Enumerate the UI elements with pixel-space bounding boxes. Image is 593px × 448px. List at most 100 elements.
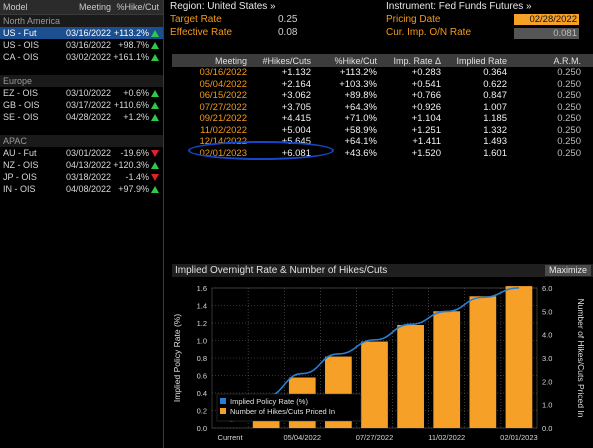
model-hike-value: -19.6% [120,148,149,158]
y-tick-label: 0.6 [197,372,207,381]
model-name: SE - OIS [3,112,39,122]
chart-bar [469,296,497,428]
region-header: North America [0,15,163,27]
th-meeting[interactable]: Meeting [214,55,247,66]
chart-bar [361,341,388,428]
x-tick-label: 02/01/2023 [500,433,538,442]
model-hike-cell: +110.6% [111,99,163,111]
table-row[interactable]: 03/16/2022 +1.132 +113.2% +0.283 0.364 0.250 [172,67,593,79]
model-row[interactable]: NZ - OIS 04/13/2022 +120.3% [0,159,163,171]
table-row[interactable]: 11/02/2022 +5.004 +58.9% +1.251 1.332 0.250 [172,125,593,137]
cell-rate: 0.847 [483,90,507,101]
model-meeting: 03/16/2022 [65,28,111,38]
cell-pct: +58.9% [344,124,378,136]
table-row[interactable]: 05/04/2022 +2.164 +103.3% +0.541 0.622 0.250 [172,79,593,91]
cell-hikes: +3.062 [281,90,311,101]
col-hike-header[interactable]: %Hike/Cut [116,2,159,12]
group-spacer [0,63,163,75]
cell-pct: +113.2% [339,67,377,78]
cell-pct: +71.0% [344,113,378,124]
cell-arm: 0.250 [557,101,581,113]
region-selector[interactable]: Region: United States » [170,1,276,12]
model-hike-cell: +120.3% [111,159,163,171]
pricing-date-input[interactable]: 02/28/2022 [514,14,579,25]
maximize-button[interactable]: Maximize [544,265,591,276]
model-row[interactable]: JP - OIS 03/18/2022 -1.4% [0,171,163,183]
th-hikes[interactable]: #Hikes/Cuts [262,55,311,66]
table-row[interactable]: 06/15/2022 +3.062 +89.8% +0.766 0.847 0.250 [172,90,593,102]
region-header: Europe [0,75,163,87]
y-tick-label: 1.0 [197,337,207,346]
cell-meeting: 09/21/2022 [199,113,247,124]
cell-arm: 0.250 [557,90,581,101]
cell-meeting: 11/02/2022 [200,124,247,136]
cell-rate: 1.601 [483,147,507,159]
model-row[interactable]: IN - OIS 04/08/2022 +97.9% [0,183,163,195]
chart-legend [216,393,362,422]
model-hike-value: +1.2% [123,112,149,122]
arrow-up-icon [151,30,159,37]
model-hike-cell: -1.4% [111,171,163,183]
cell-pct: +64.3% [344,101,378,113]
cell-arm: 0.250 [557,67,581,78]
cell-hikes: +5.004 [281,124,311,136]
model-row[interactable]: AU - Fut 03/01/2022 -19.6% [0,147,163,159]
chart-bar [505,286,533,428]
model-list-body: North America US - Fut 03/16/2022 +113.2% US… [0,15,163,195]
model-row[interactable]: US - OIS 03/16/2022 +98.7% [0,39,163,51]
table-row[interactable]: 09/21/2022 +4.415 +71.0% +1.104 1.185 0.250 [172,113,593,125]
model-meeting: 03/17/2022 [65,100,111,110]
col-model-header[interactable]: Model [3,2,28,12]
th-pct[interactable]: %Hike/Cut [334,55,377,66]
chart-bar [397,324,424,428]
cell-arm: 0.250 [557,78,581,90]
model-name: AU - Fut [3,148,37,158]
model-hike-cell: +97.9% [111,183,163,195]
model-hike-value: +97.9% [118,184,149,194]
cell-arm: 0.250 [557,136,581,147]
cell-meeting: 06/15/2022 [199,90,247,101]
model-meeting: 03/10/2022 [65,88,111,98]
highlight-ellipse [188,141,334,160]
model-row[interactable]: SE - OIS 04/28/2022 +1.2% [0,111,163,123]
meetings-table-header: Meeting #Hikes/Cuts %Hike/Cut Imp. Rate … [172,54,593,67]
model-name: US - Fut [3,28,37,38]
model-hike-value: +0.6% [123,88,149,98]
y2-tick-label: 1.0 [542,401,552,410]
arrow-up-icon [151,90,159,97]
cell-meeting: 05/04/2022 [199,78,247,90]
model-row[interactable]: US - Fut 03/16/2022 +113.2% [0,27,163,39]
model-name: US - OIS [3,40,40,50]
instrument-selector[interactable]: Instrument: Fed Funds Futures » [386,1,532,12]
model-hike-cell: +98.7% [111,39,163,51]
model-hike-cell: -19.6% [111,147,163,159]
model-meeting: 04/28/2022 [65,112,111,122]
y2-tick-label: 0.0 [542,424,552,433]
cell-pct: +43.6% [344,147,378,159]
meetings-table-body: 03/16/2022 +1.132 +113.2% +0.283 0.364 0.250 0… [172,67,593,159]
cell-hikes: +1.132 [281,67,311,78]
model-hike-value: -1.4% [125,172,149,182]
model-row[interactable]: EZ - OIS 03/10/2022 +0.6% [0,87,163,99]
model-row[interactable]: CA - OIS 03/02/2022 +161.1% [0,51,163,63]
detail-panel: Region: United States » Target Rate 0.25… [164,0,593,448]
y2-tick-label: 3.0 [542,354,552,363]
cell-meeting: 03/16/2022 [199,67,247,78]
y-tick-label: 0.4 [197,389,207,398]
model-hike-cell: +113.2% [111,27,163,39]
y2-tick-label: 5.0 [542,307,552,316]
th-rate[interactable]: Implied Rate [456,55,507,66]
col-meeting-header[interactable]: Meeting [78,2,111,12]
arrow-up-icon [151,42,159,49]
model-hike-cell: +1.2% [111,111,163,123]
model-row[interactable]: GB - OIS 03/17/2022 +110.6% [0,99,163,111]
th-imp[interactable]: Imp. Rate Δ [393,55,441,66]
effective-rate-label: Effective Rate [170,27,233,38]
cell-arm: 0.250 [557,124,581,136]
th-arm[interactable]: A.R.M. [553,55,581,66]
model-hike-value: +110.6% [113,100,149,110]
table-row[interactable]: 07/27/2022 +3.705 +64.3% +0.926 1.007 0.250 [172,102,593,114]
cell-pct: +89.8% [344,90,378,101]
model-hike-cell: +161.1% [111,51,163,63]
arrow-up-icon [151,114,159,121]
